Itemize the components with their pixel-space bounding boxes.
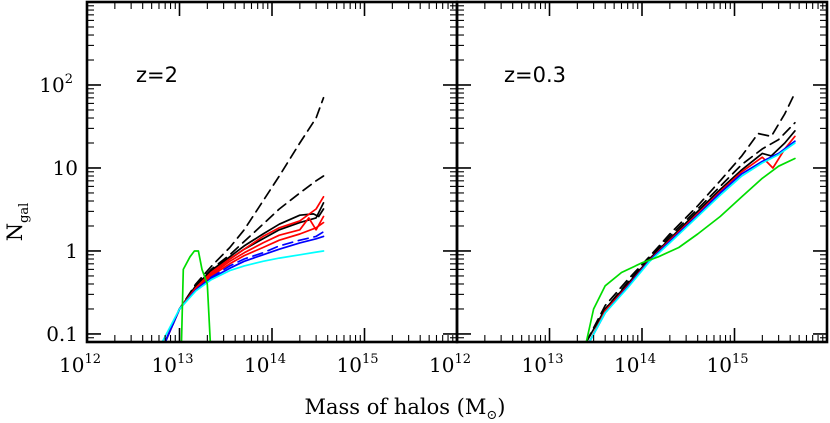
y-tick-label-base: 10 [53,156,78,180]
y-tick-label: 1 [65,239,78,263]
x-tick-label-base: 10 [707,353,732,377]
series-line-4 [164,195,325,342]
x-tick-label-exponent: 14 [639,352,656,367]
y-tick-label-base: 10 [39,73,64,97]
series-layer-left [161,96,325,342]
series-line-3 [588,135,796,342]
series-line-2 [164,208,325,342]
series-line-4 [588,140,796,342]
y-tick-label-base: 1 [65,239,78,263]
series-line-9 [161,250,325,342]
x-tick-label: 1015 [337,352,379,377]
y-axis-label: Ngal [3,203,32,242]
series-line-0 [585,92,796,342]
x-tick-label-base: 10 [522,353,547,377]
y-tick-label-exponent: 2 [65,72,73,87]
plot-frame-left [85,0,459,344]
series-line-6 [585,157,796,342]
x-tick-label: 1013 [152,352,194,377]
ticklabel-layer-right: 1012 1013 1014 1015 [429,352,749,377]
series-line-5 [588,142,796,342]
y-tick-label: 10 [53,156,78,180]
series-line-3 [164,202,325,342]
x-tick-label-exponent: 15 [732,352,749,367]
x-tick-label-exponent: 12 [84,352,101,367]
x-tick-label: 1014 [614,352,656,377]
series-line-10 [180,250,212,342]
x-tick-label: 1014 [244,352,286,377]
x-tick-label-exponent: 12 [454,352,471,367]
x-tick-label: 1013 [522,352,564,377]
panel-label-z03: z=0.3 [504,63,566,87]
tick-layer-left [86,2,457,343]
panel-z03: 1012 1013 1014 1015 z=0.3 [429,0,829,377]
x-tick-label-base: 10 [59,353,84,377]
x-tick-label: 1012 [59,352,101,377]
series-line-5 [164,215,325,342]
x-tick-label: 1015 [707,352,749,377]
x-tick-label-base: 10 [337,353,362,377]
x-tick-label: 1012 [429,352,471,377]
x-axis-label: Mass of halos (M⊙) [304,395,505,423]
y-tick-label: 102 [39,72,73,97]
series-line-2 [585,130,796,342]
x-tick-label-base: 10 [429,353,454,377]
x-tick-label-base: 10 [614,353,639,377]
x-tick-label-base: 10 [244,353,269,377]
x-tick-label-exponent: 13 [547,352,564,367]
series-layer-right [585,92,796,342]
y-tick-label: 0.1 [46,322,78,346]
x-tick-label-exponent: 14 [269,352,286,367]
plot-frame-right [455,0,829,344]
y-tick-label-base: 0.1 [46,322,78,346]
x-tick-label-exponent: 15 [362,352,379,367]
panel-label-z2: z=2 [136,63,178,87]
x-tick-label-exponent: 13 [177,352,194,367]
series-line-1 [585,121,796,342]
x-tick-label-base: 10 [152,353,177,377]
